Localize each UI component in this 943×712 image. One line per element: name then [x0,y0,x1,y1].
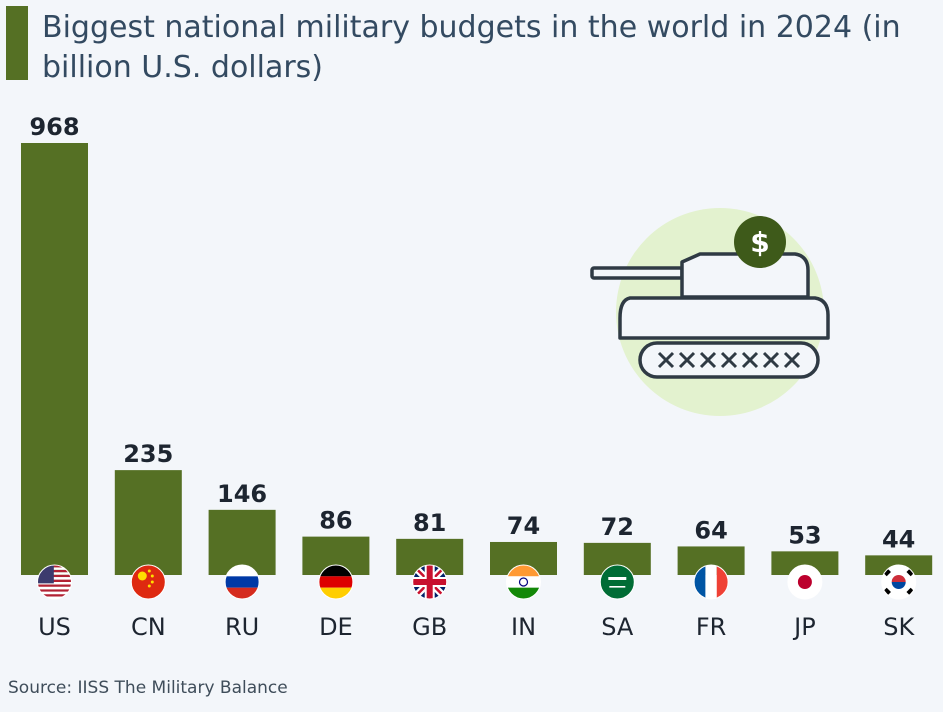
dollar-sign-icon: $ [750,226,769,259]
value-label-gb: 81 [413,509,446,537]
category-label-us: US [38,613,71,641]
flag-ru-icon [224,564,260,600]
value-label-sk: 44 [882,525,915,553]
value-label-sa: 72 [601,513,634,541]
category-label-cn: CN [131,613,166,641]
bar-ru [208,509,276,575]
bar-jp [771,551,839,575]
value-label-jp: 53 [788,521,821,549]
bar-cn [114,470,182,575]
bar-us [21,143,88,575]
value-label-de: 86 [319,507,352,535]
category-label-de: DE [319,613,353,641]
category-label-in: IN [511,613,536,641]
flag-us-icon [37,564,72,600]
flag-fr-icon [693,564,729,600]
source-note: Source: IISS The Military Balance [8,678,288,698]
category-label-fr: FR [696,613,726,641]
value-label-ru: 146 [217,480,267,508]
category-label-jp: JP [792,613,816,641]
flag-in-icon [506,564,541,600]
title-accent-bar [6,6,28,80]
flag-gb-icon [412,564,448,600]
chart-title: Biggest national military budgets in the… [42,10,901,85]
category-label-sa: SA [601,613,634,641]
category-label-sk: SK [883,613,915,641]
category-label-gb: GB [412,613,447,641]
category-label-ru: RU [225,613,259,641]
flag-de-icon [318,564,354,600]
flag-cn-icon [130,564,166,600]
value-label-in: 74 [507,512,540,540]
flag-sa-icon [599,564,635,600]
value-label-fr: 64 [694,516,727,544]
value-label-cn: 235 [123,440,173,468]
flag-sk-icon [881,564,917,600]
value-label-us: 968 [29,113,79,141]
flag-jp-icon [787,564,823,600]
tank-with-dollar-coin-icon: $ [590,208,830,416]
